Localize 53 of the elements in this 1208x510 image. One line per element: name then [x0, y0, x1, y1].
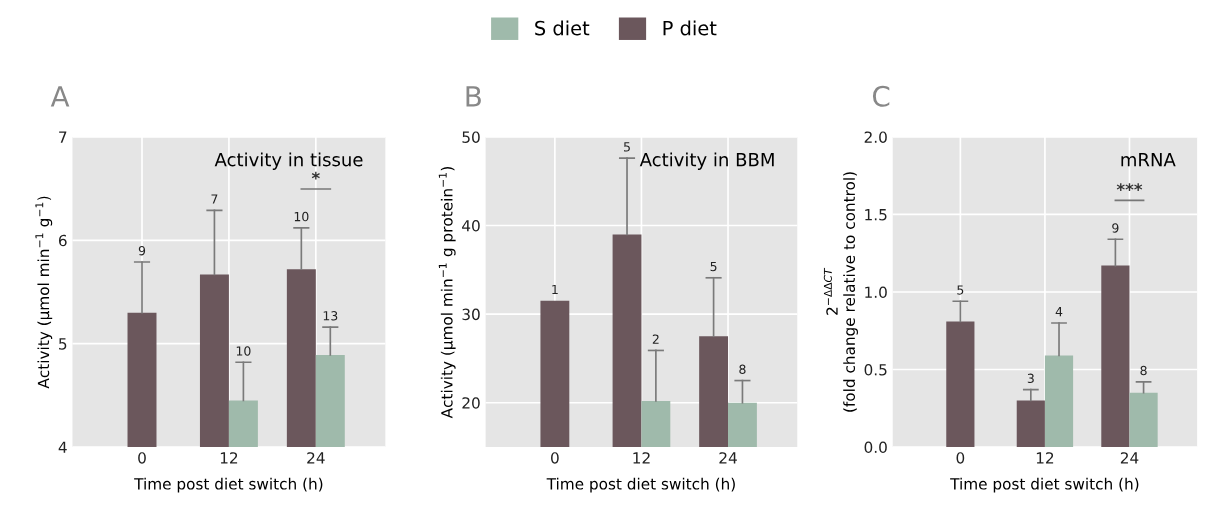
y-tick-label: 6	[58, 234, 67, 247]
x-axis-title: Time post diet switch (h)	[134, 477, 323, 493]
y-tick-label: 1.0	[865, 286, 887, 298]
legend-label: S diet	[535, 20, 590, 36]
text: mRNA	[1121, 152, 1176, 167]
y-axis-title: Activity (μmol min$^{−1}$ g$^{−1}$)	[35, 196, 53, 389]
y-tick-label: 20	[462, 397, 480, 409]
y-tick-label: 0.5	[864, 363, 887, 376]
y-tick-label: 2.0	[864, 131, 887, 143]
y-tick-label: 40	[462, 219, 480, 232]
annotation: 8	[739, 364, 746, 374]
y-axis-title: 2$^{−ΔΔCT}$ (fold change relative to control)	[823, 172, 858, 412]
annotation: 3	[1027, 373, 1034, 384]
annotation: 5	[710, 261, 717, 272]
chart-title: B	[466, 86, 481, 107]
annotation: 1	[552, 284, 558, 295]
annotation: 2	[652, 334, 659, 344]
annotation: 5	[957, 285, 964, 295]
legend-label: P diet	[663, 20, 717, 36]
y-tick-label: 7	[59, 131, 67, 143]
x-tick-label: 0	[956, 452, 965, 464]
annotation: 7	[211, 194, 218, 204]
chart-title: A	[50, 86, 70, 107]
x-tick-label: 0	[551, 452, 559, 464]
annotation: 4	[1055, 307, 1063, 317]
y-axis-title: Activity (μmol min$^{−1}$ g protein$^{−1}$)	[438, 166, 456, 419]
x-tick-label: 12	[633, 452, 650, 464]
x-tick-label: 24	[1120, 452, 1139, 464]
annotation: ***	[1116, 183, 1143, 191]
annotation: 8	[1140, 365, 1147, 376]
annotation: 10	[236, 346, 251, 356]
x-axis-title: Time post diet switch (h)	[546, 477, 735, 493]
y-tick-label: 30	[462, 308, 480, 321]
annotation: 10	[294, 211, 309, 222]
x-tick-label: 0	[138, 452, 146, 464]
annotation: 9	[138, 245, 146, 256]
text: Activity in BBM	[639, 152, 774, 170]
y-tick-label: 50	[462, 131, 480, 143]
annotation: 9	[1112, 223, 1119, 233]
y-tick-label: 0.0	[864, 441, 887, 454]
y-tick-label: 4	[58, 441, 67, 453]
x-tick-label: 12	[220, 452, 238, 464]
x-tick-label: 24	[307, 452, 325, 464]
y-tick-label: 1.5	[865, 209, 887, 221]
chart-title: C	[872, 85, 890, 107]
x-axis-title: Time post diet switch (h)	[950, 477, 1139, 493]
annotation: 13	[323, 311, 338, 321]
x-tick-label: 24	[719, 452, 737, 464]
text: Activity in tissue	[214, 152, 363, 170]
x-tick-label: 12	[1036, 452, 1054, 464]
annotation: *	[311, 171, 320, 180]
y-tick-label: 5	[59, 338, 67, 350]
annotation: 5	[624, 142, 630, 152]
